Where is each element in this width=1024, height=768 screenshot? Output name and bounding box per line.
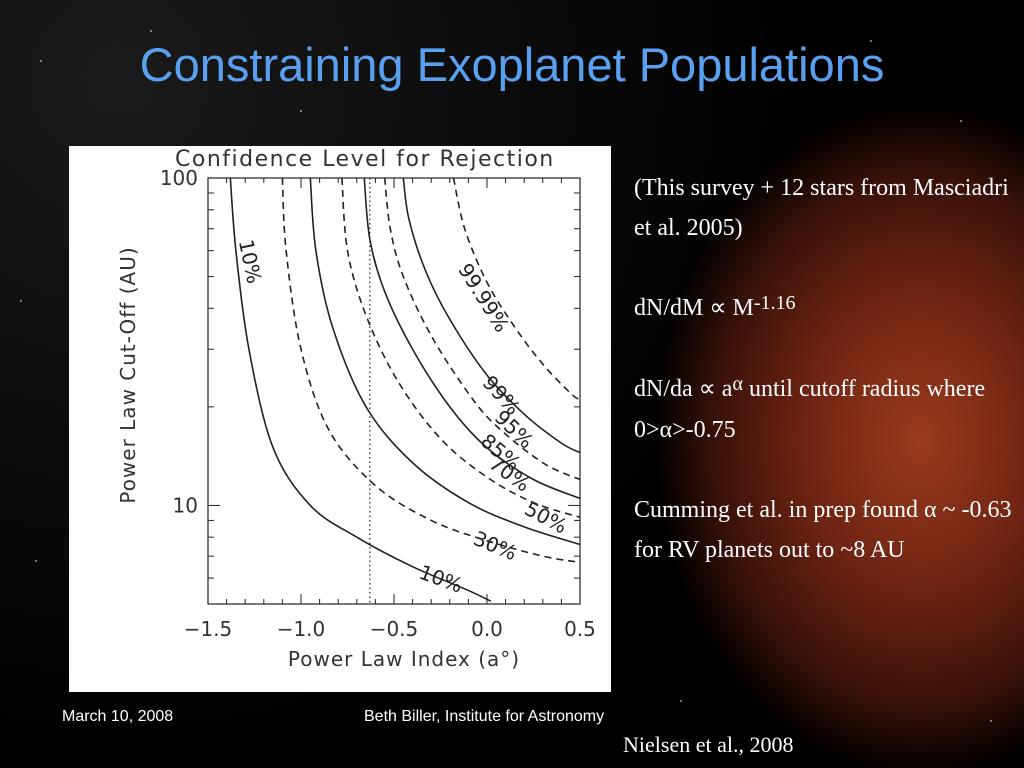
survey-note: (This survey + 12 stars from Masciadri e… [634,175,1009,241]
plot-frame [207,177,581,605]
x-tick-label: −1.5 [184,617,233,641]
contour-line-70 [341,178,580,519]
mass-distribution-text: dN/dM ∝ M-1.16 [634,288,1024,329]
star [870,40,872,42]
contour-chart: Confidence Level for Rejection −1.5 −1.0 −0… [116,147,596,671]
star [40,60,42,62]
star [680,700,682,702]
mass-exponent: -1.16 [753,292,796,314]
star [35,560,37,562]
star [20,300,22,302]
x-axis-label: Power Law Index (a°) [288,647,520,671]
x-tick-label: 0.5 [564,617,596,641]
footer-date: March 10, 2008 [62,708,174,725]
contour-label: 50% [521,496,572,538]
a-cutoff-text: until cutoff radius where 0>α>-0.75 [634,376,986,443]
contour-line-9999 [452,178,580,401]
y-tick-label: 10 [173,493,198,517]
contour-line-10 [229,178,492,602]
contour-line-95 [383,178,580,481]
x-tick-label: −1.0 [277,617,326,641]
contour-label: 30% [470,526,520,565]
star [150,30,152,32]
slide-body: (This survey + 12 stars from Masciadri e… [634,168,1024,570]
star [300,110,302,112]
contour-line-30 [281,178,580,564]
a-formula: dN/da ∝ a [634,376,733,402]
contour-line-99 [402,178,580,454]
x-tick-label: 0.0 [471,617,503,641]
y-axis-label: Power Law Cut-Off (AU) [116,246,140,503]
contour-line-50 [309,178,580,546]
contour-line-85 [363,178,580,500]
mass-formula: dN/dM ∝ M [634,295,754,321]
footer-presenter: Beth Biller, Institute for Astronomy [364,708,605,725]
y-tick-label: 100 [160,166,198,190]
slide-title: Constraining Exoplanet Populations [139,38,885,91]
a-exponent: α [732,373,743,395]
contour-plot-panel: Confidence Level for Rejection −1.5 −1.0 −0… [69,146,611,692]
contour-label: 10% [416,560,466,598]
citation: Nielsen et al., 2008 [623,732,794,757]
cumming-note: Cumming et al. in prep found α ~ -0.63 f… [634,497,1012,563]
chart-title: Confidence Level for Rejection [175,147,555,172]
contour-label: 99.99% [453,259,514,336]
contour-group [229,178,580,602]
star [960,120,962,122]
semimajor-axis-text: dN/da ∝ aα until cutoff radius where 0>α… [634,369,1024,450]
star [990,720,992,722]
x-tick-label: −0.5 [370,617,419,641]
